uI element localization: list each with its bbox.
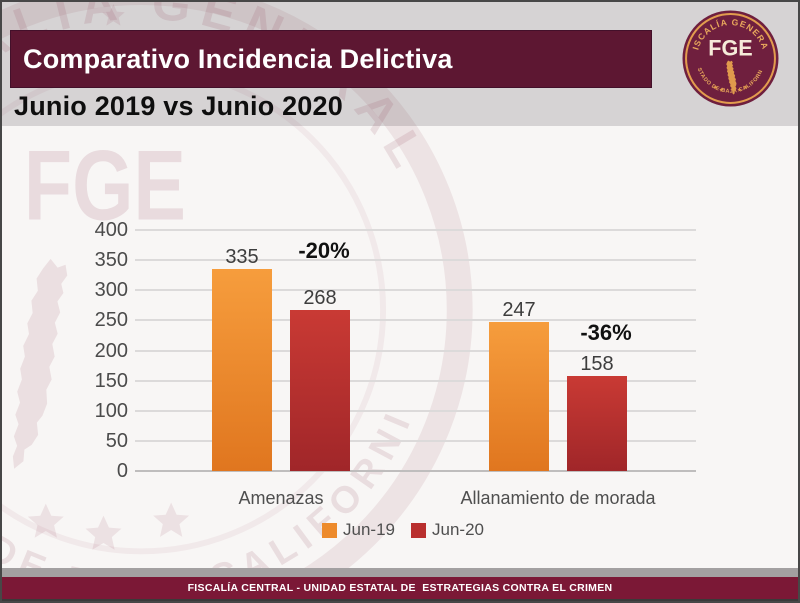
- percent-change-label: -20%: [298, 238, 350, 263]
- y-axis-tick-label: 50: [105, 429, 128, 452]
- bar-value-label: 158: [580, 352, 614, 375]
- footer-divider: [2, 568, 798, 577]
- footer-bar: FISCALÍA CENTRAL - UNIDAD ESTATAL DE EST…: [2, 577, 798, 599]
- logo-gold-ring: [685, 13, 776, 104]
- logo-disc: [682, 10, 779, 107]
- legend-item-jun-20: Jun-20: [411, 520, 484, 540]
- page-title: Comparativo Incidencia Delictiva: [23, 44, 453, 74]
- chart-legend: Jun-19 Jun-20: [253, 520, 553, 540]
- y-axis-tick-label: 350: [94, 249, 128, 272]
- gridline: [135, 319, 696, 322]
- legend-swatch: [322, 522, 338, 538]
- bar-value-label: 268: [303, 286, 337, 309]
- legend-swatch: [411, 522, 426, 538]
- logo-fge-text: FGE: [708, 35, 752, 60]
- percent-change-label: -36%: [580, 320, 632, 345]
- y-axis-tick-label: 400: [94, 219, 128, 241]
- gridline: [135, 379, 696, 382]
- legend-label: Jun-20: [432, 520, 484, 539]
- x-axis-category-label: Allanamiento de morada: [460, 488, 656, 508]
- y-axis-tick-label: 100: [94, 399, 128, 422]
- bar-jun-20-group2: [567, 375, 627, 471]
- bar-jun-19-group1: [212, 269, 272, 471]
- gridline: [135, 289, 696, 292]
- footer-text: FISCALÍA CENTRAL - UNIDAD ESTATAL DE EST…: [187, 582, 613, 594]
- y-axis-tick-label: 0: [116, 460, 128, 482]
- bar-jun-20-group1: [290, 309, 350, 471]
- y-axis-tick-label: 200: [94, 339, 128, 362]
- legend-label: Jun-19: [343, 520, 395, 539]
- bar-value-label: 335: [225, 246, 259, 269]
- gridline: [135, 229, 696, 231]
- gridline: [135, 439, 696, 442]
- y-axis-tick-label: 250: [94, 309, 128, 332]
- bar-value-label: 247: [502, 299, 536, 322]
- bar-jun-19-group2: [489, 322, 549, 471]
- title-bar: Comparativo Incidencia Delictiva: [10, 30, 652, 88]
- page-subtitle: Junio 2019 vs Junio 2020: [14, 91, 343, 121]
- gridline: [135, 259, 696, 262]
- gridline: [135, 349, 696, 352]
- gridline: [135, 409, 696, 412]
- x-axis-category-label: Amenazas: [238, 488, 324, 508]
- y-axis-tick-label: 150: [94, 369, 128, 392]
- fge-logo: FISCALÍA GENERAL ESTADO DE BAJA CALIFORN…: [682, 10, 779, 107]
- y-axis-tick-label: 300: [94, 279, 128, 302]
- legend-item-jun-19: Jun-19: [322, 520, 395, 540]
- bottom-edge: [2, 599, 798, 601]
- gridline: [135, 470, 696, 472]
